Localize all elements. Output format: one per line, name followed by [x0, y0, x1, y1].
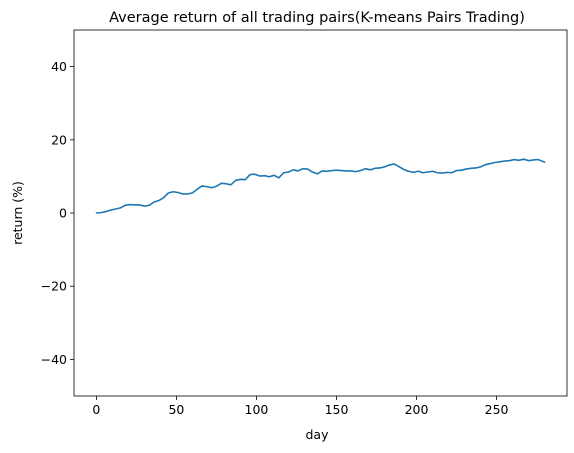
y-axis-ticks: −40 −20 0 20 40 — [41, 59, 74, 367]
series-layer — [95, 158, 546, 214]
y-axis-label: return (%) — [10, 181, 25, 245]
series-line — [95, 158, 546, 214]
plot-area: 0 50 100 150 200 250 −40 −20 0 20 40 — [41, 29, 568, 417]
x-tick-label: 0 — [92, 402, 100, 417]
y-tick-label: 0 — [59, 206, 67, 221]
y-tick-label: 40 — [51, 59, 67, 74]
x-tick-label: 150 — [325, 402, 349, 417]
x-tick-label: 250 — [485, 402, 509, 417]
y-tick-label: 20 — [51, 132, 67, 147]
y-tick-label: −20 — [41, 279, 67, 294]
axes-frame — [73, 29, 568, 397]
x-tick-label: 200 — [405, 402, 429, 417]
y-tick-label: −40 — [41, 352, 67, 367]
x-axis-ticks: 0 50 100 150 200 250 — [92, 396, 509, 417]
x-tick-label: 100 — [245, 402, 269, 417]
x-tick-label: 50 — [168, 402, 184, 417]
chart-title: Average return of all trading pairs(K-me… — [109, 10, 525, 26]
x-axis-label: day — [306, 427, 330, 442]
